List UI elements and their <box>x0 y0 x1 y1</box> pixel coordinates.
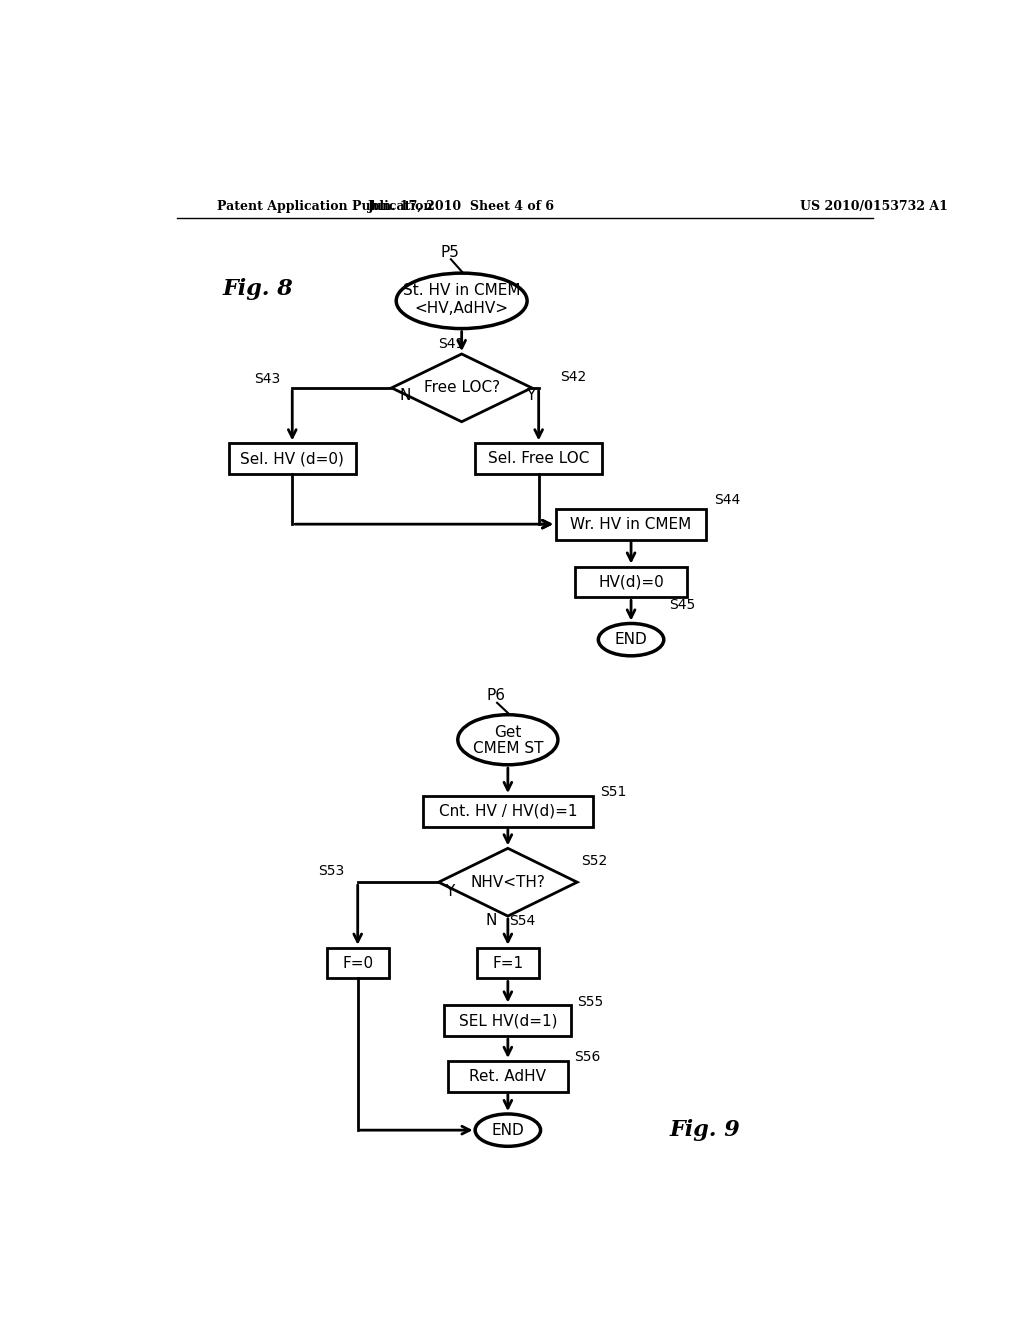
Text: Y: Y <box>525 388 535 403</box>
Text: Sel. Free LOC: Sel. Free LOC <box>488 451 590 466</box>
Bar <box>228 444 355 474</box>
Text: S53: S53 <box>317 865 344 878</box>
Text: S42: S42 <box>560 370 587 384</box>
Text: P5: P5 <box>440 244 459 260</box>
Text: S54: S54 <box>509 913 536 928</box>
Bar <box>477 948 539 978</box>
Text: Fig. 8: Fig. 8 <box>223 279 294 301</box>
Text: NHV<TH?: NHV<TH? <box>470 875 546 890</box>
Text: N: N <box>485 913 497 928</box>
Text: <HV,AdHV>: <HV,AdHV> <box>415 301 509 315</box>
Ellipse shape <box>598 623 664 656</box>
Bar <box>449 1061 567 1092</box>
Text: Ret. AdHV: Ret. AdHV <box>469 1069 547 1084</box>
Text: SEL HV(d=1): SEL HV(d=1) <box>459 1014 557 1028</box>
Bar <box>327 948 388 978</box>
Text: S56: S56 <box>573 1049 600 1064</box>
Text: Sel. HV (d=0): Sel. HV (d=0) <box>241 451 344 466</box>
Bar <box>556 508 707 540</box>
Bar <box>575 566 687 598</box>
Text: S43: S43 <box>254 372 280 385</box>
Text: N: N <box>399 388 411 403</box>
Ellipse shape <box>475 1114 541 1146</box>
Text: Cnt. HV / HV(d)=1: Cnt. HV / HV(d)=1 <box>438 804 578 818</box>
Text: Get: Get <box>495 725 521 739</box>
Polygon shape <box>391 354 531 422</box>
Bar <box>444 1006 571 1036</box>
Text: HV(d)=0: HV(d)=0 <box>598 574 664 590</box>
Text: F=1: F=1 <box>493 956 523 970</box>
Text: Free LOC?: Free LOC? <box>424 380 500 396</box>
Text: S44: S44 <box>714 492 740 507</box>
Text: S51: S51 <box>600 785 627 799</box>
Text: US 2010/0153732 A1: US 2010/0153732 A1 <box>801 199 948 213</box>
Bar <box>475 444 602 474</box>
Text: Fig. 9: Fig. 9 <box>670 1119 740 1140</box>
Text: S55: S55 <box>578 994 604 1008</box>
Text: CMEM ST: CMEM ST <box>473 742 543 756</box>
Text: S45: S45 <box>670 598 696 612</box>
Bar <box>423 796 593 826</box>
Text: P6: P6 <box>486 688 505 704</box>
Text: F=0: F=0 <box>342 956 374 970</box>
Text: Patent Application Publication: Patent Application Publication <box>217 199 432 213</box>
Text: Y: Y <box>444 884 454 899</box>
Text: St. HV in CMEM: St. HV in CMEM <box>402 284 520 298</box>
Polygon shape <box>438 849 578 916</box>
Ellipse shape <box>396 273 527 329</box>
Text: END: END <box>492 1122 524 1138</box>
Text: Wr. HV in CMEM: Wr. HV in CMEM <box>570 516 691 532</box>
Text: S41: S41 <box>438 337 465 351</box>
Text: Jun. 17, 2010  Sheet 4 of 6: Jun. 17, 2010 Sheet 4 of 6 <box>369 199 555 213</box>
Text: S52: S52 <box>581 854 607 867</box>
Text: END: END <box>614 632 647 647</box>
Ellipse shape <box>458 714 558 764</box>
